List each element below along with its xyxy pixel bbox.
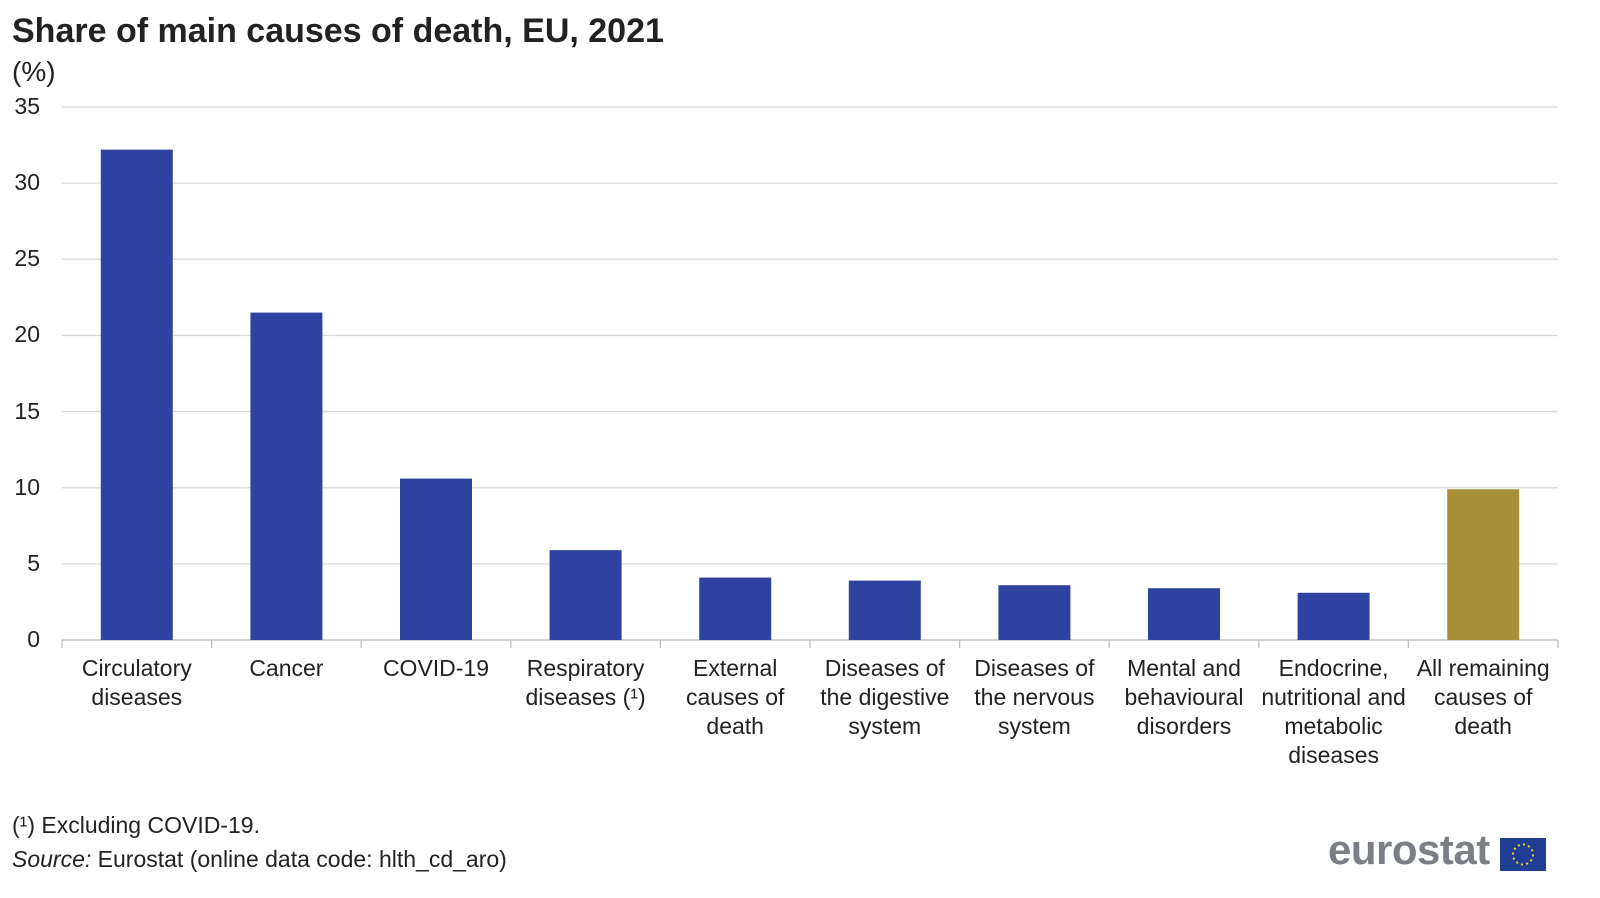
chart-title: Share of main causes of death, EU, 2021 [12, 12, 664, 50]
x-tick-label: Cancer [249, 655, 324, 681]
y-tick-label: 15 [14, 397, 40, 424]
bar [998, 585, 1071, 640]
x-tick-label: All remaining causes of death [1416, 655, 1550, 739]
bar [400, 478, 472, 640]
y-tick-label: 0 [27, 626, 40, 652]
x-tick-label: Mental and behavioural disorders [1124, 655, 1244, 739]
x-tick-label: Endocrine, nutritional and metabolic dis… [1261, 655, 1406, 768]
bar [699, 577, 772, 640]
x-tick-label: Circulatory diseases [81, 655, 192, 710]
y-tick-label: 20 [14, 321, 40, 348]
x-tick-label: COVID-19 [382, 655, 490, 681]
bar [1297, 592, 1370, 640]
y-tick-label: 35 [14, 93, 40, 119]
y-tick-label: 10 [14, 473, 40, 500]
x-tick-label: Diseases of the digestive system [820, 655, 950, 739]
source-label: Source: [12, 846, 92, 872]
y-tick-label: 5 [27, 549, 40, 576]
footnote: (¹) Excluding COVID-19. [12, 812, 260, 838]
bar [1447, 489, 1520, 640]
x-tick-label: Diseases of the nervous system [974, 655, 1095, 739]
logo: eurostat [1328, 826, 1490, 873]
source: Source: Eurostat (online data code: hlth… [12, 846, 507, 873]
x-tick-label: Respiratory diseases (¹) [525, 655, 646, 710]
source-text: Eurostat (online data code: hlth_cd_aro) [97, 846, 507, 872]
unit-label: (%) [12, 56, 56, 87]
bar [549, 550, 622, 640]
bar [100, 149, 173, 640]
bar [250, 312, 323, 640]
x-tick-label: External causes of death [685, 655, 785, 739]
y-tick-label: 30 [14, 169, 40, 196]
y-tick-label: 25 [14, 245, 40, 272]
eu-flag [1500, 838, 1546, 871]
bar [848, 580, 921, 640]
bar [1148, 588, 1220, 640]
